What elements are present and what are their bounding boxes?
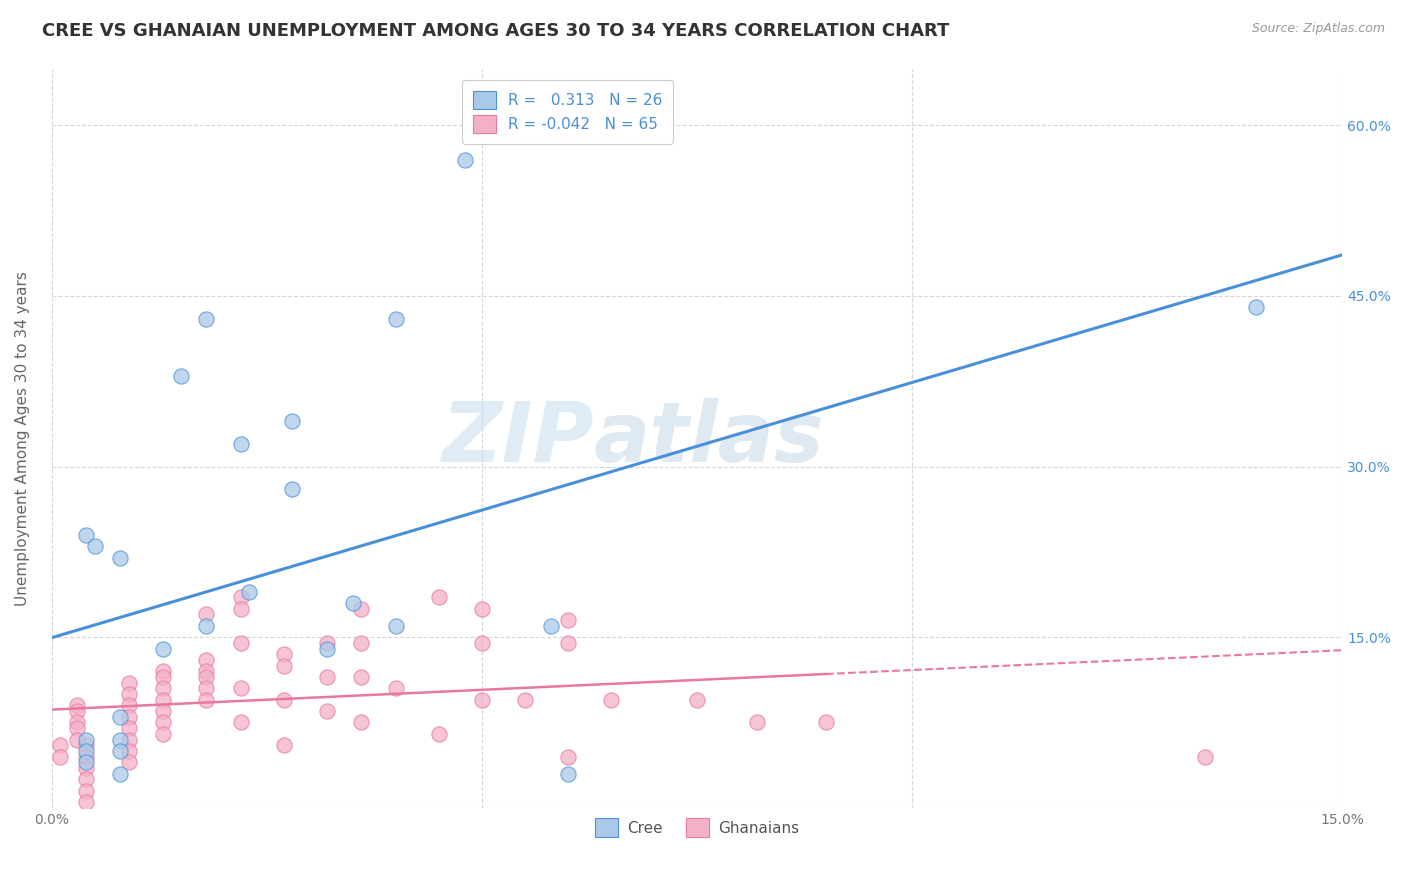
Point xyxy=(195,670,218,684)
Point xyxy=(75,795,97,809)
Point xyxy=(229,636,252,650)
Point xyxy=(152,692,174,706)
Point xyxy=(110,732,132,747)
Point xyxy=(342,596,364,610)
Text: atlas: atlas xyxy=(593,398,824,479)
Point xyxy=(118,732,141,747)
Point xyxy=(281,414,304,428)
Point xyxy=(229,591,252,605)
Point xyxy=(195,665,218,679)
Point xyxy=(229,715,252,730)
Point xyxy=(75,732,97,747)
Point xyxy=(118,721,141,735)
Point xyxy=(118,675,141,690)
Point xyxy=(152,727,174,741)
Point xyxy=(75,744,97,758)
Text: ZIP: ZIP xyxy=(441,398,593,479)
Text: CREE VS GHANAIAN UNEMPLOYMENT AMONG AGES 30 TO 34 YEARS CORRELATION CHART: CREE VS GHANAIAN UNEMPLOYMENT AMONG AGES… xyxy=(42,22,949,40)
Point xyxy=(152,665,174,679)
Point xyxy=(49,738,72,752)
Point xyxy=(350,636,373,650)
Point xyxy=(427,727,450,741)
Point xyxy=(229,681,252,696)
Point xyxy=(557,613,579,627)
Point xyxy=(540,619,562,633)
Point xyxy=(471,601,494,615)
Point xyxy=(66,715,89,730)
Point xyxy=(557,766,579,780)
Point xyxy=(152,704,174,718)
Point xyxy=(118,744,141,758)
Point xyxy=(1244,301,1267,315)
Point xyxy=(195,311,218,326)
Point xyxy=(169,368,191,383)
Point xyxy=(110,710,132,724)
Point xyxy=(513,692,536,706)
Point xyxy=(75,756,97,770)
Point xyxy=(75,749,97,764)
Point xyxy=(118,756,141,770)
Point xyxy=(557,636,579,650)
Point xyxy=(229,437,252,451)
Legend: Cree, Ghanaians: Cree, Ghanaians xyxy=(588,811,807,845)
Point xyxy=(66,721,89,735)
Point xyxy=(66,732,89,747)
Point xyxy=(195,653,218,667)
Point xyxy=(152,681,174,696)
Point xyxy=(75,528,97,542)
Point xyxy=(745,715,768,730)
Point xyxy=(110,744,132,758)
Point xyxy=(384,311,406,326)
Point xyxy=(315,704,337,718)
Point xyxy=(118,710,141,724)
Point xyxy=(471,636,494,650)
Point xyxy=(686,692,709,706)
Point xyxy=(118,687,141,701)
Point xyxy=(427,591,450,605)
Point xyxy=(350,601,373,615)
Text: Source: ZipAtlas.com: Source: ZipAtlas.com xyxy=(1251,22,1385,36)
Point xyxy=(273,738,295,752)
Point xyxy=(1194,749,1216,764)
Point xyxy=(152,670,174,684)
Point xyxy=(152,641,174,656)
Point xyxy=(75,738,97,752)
Point xyxy=(195,681,218,696)
Point xyxy=(195,692,218,706)
Point xyxy=(229,601,252,615)
Point xyxy=(118,698,141,713)
Point xyxy=(350,670,373,684)
Point xyxy=(281,483,304,497)
Point xyxy=(75,772,97,787)
Point xyxy=(557,749,579,764)
Point xyxy=(66,704,89,718)
Point xyxy=(273,692,295,706)
Point xyxy=(49,749,72,764)
Point xyxy=(83,539,105,553)
Point xyxy=(273,658,295,673)
Point xyxy=(75,761,97,775)
Point xyxy=(814,715,837,730)
Point xyxy=(599,692,621,706)
Point xyxy=(315,670,337,684)
Point xyxy=(110,766,132,780)
Point xyxy=(384,681,406,696)
Point xyxy=(315,636,337,650)
Point xyxy=(273,647,295,661)
Point xyxy=(315,641,337,656)
Point xyxy=(110,550,132,565)
Point xyxy=(471,692,494,706)
Point xyxy=(384,619,406,633)
Point xyxy=(195,607,218,622)
Point xyxy=(238,584,260,599)
Point xyxy=(66,698,89,713)
Point xyxy=(350,715,373,730)
Point xyxy=(75,783,97,797)
Y-axis label: Unemployment Among Ages 30 to 34 years: Unemployment Among Ages 30 to 34 years xyxy=(15,270,30,606)
Point xyxy=(152,715,174,730)
Point xyxy=(453,153,475,167)
Point xyxy=(195,619,218,633)
